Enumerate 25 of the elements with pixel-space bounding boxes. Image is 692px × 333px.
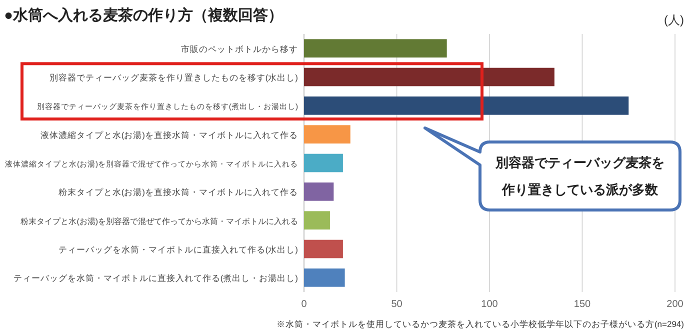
bar — [304, 211, 330, 230]
x-tick-label: 200 — [666, 299, 684, 310]
bar — [304, 39, 447, 58]
annotation: 作り置きしている派が多数 — [501, 182, 659, 197]
bar — [304, 182, 334, 201]
x-tick-label: 50 — [391, 299, 403, 310]
annotation: 別容器でティーバッグ麦茶を — [494, 155, 664, 170]
bar — [304, 240, 343, 258]
bar — [304, 68, 554, 86]
bar — [304, 125, 350, 144]
y-tick-label: 別容器でティーバッグ麦茶を作り置きしたものを移す(水出し) — [49, 72, 298, 82]
x-tick-label: 150 — [574, 299, 592, 310]
text: ●水筒へ入れる麦茶の作り方（複数回答） — [4, 6, 284, 24]
bar — [304, 154, 343, 172]
text: ※水筒・マイボトルを使用しているかつ麦茶を入れている小学校低学年以下のお子様がいる方(n=294) — [276, 319, 684, 329]
x-axis-title: (人) — [664, 13, 684, 27]
y-tick-label: 市販のペットボトルから移す — [181, 44, 298, 54]
x-tick-label: 0 — [301, 299, 308, 310]
y-tick-label: ティーバッグを水筒・マイボトルに直接入れて作る(水出し) — [58, 244, 298, 254]
y-tick-label: 粉末タイプと水(お湯)を直接水筒・マイボトルに入れて作る — [58, 187, 298, 198]
y-tick-label: ティーバッグを水筒・マイボトルに直接入れて作る(煮出し・お湯出し) — [13, 273, 298, 284]
bar — [304, 268, 345, 287]
x-tick-label: 100 — [481, 299, 498, 310]
y-tick-label: 液体濃縮タイプと水(お湯)を直接水筒・マイボトルに入れて作る — [40, 130, 298, 140]
bar — [304, 96, 629, 115]
